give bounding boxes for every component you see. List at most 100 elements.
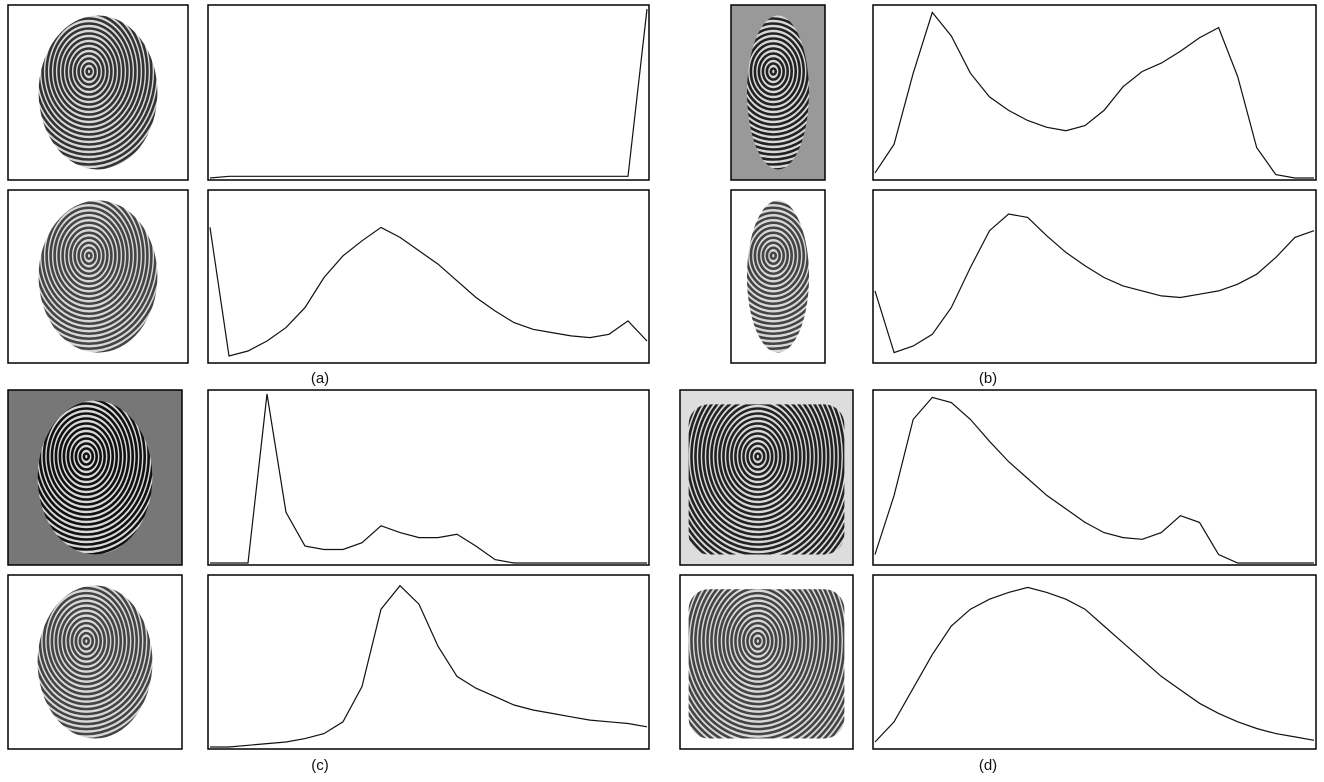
ridge [746,15,810,161]
histogram-frame [207,189,650,364]
ridge [746,206,810,306]
ridge [49,206,129,306]
ridge [734,611,782,671]
ridge [37,585,153,731]
ridge [85,67,93,76]
ridge [73,236,105,276]
panel-label: (d) [979,757,997,774]
ridge [726,601,790,681]
histogram-frame [207,4,650,181]
ridge [66,616,107,666]
ridge [698,404,818,531]
ridge [750,631,766,651]
ridge [690,589,826,726]
histogram-frame [872,4,1317,181]
ridge [688,404,842,555]
ridge [38,585,135,701]
ridge [726,417,790,496]
ridge [37,400,139,521]
ridge [81,246,97,266]
ridge [61,221,117,291]
ridge [765,246,781,266]
panel-label: (c) [311,757,329,774]
ridge [62,427,111,486]
ridge [41,200,137,316]
ridge [37,585,153,726]
ridge [74,626,99,656]
ridge [38,200,153,336]
ridge [82,452,91,461]
ridge [746,201,810,311]
ridge [74,442,99,471]
ridge [688,404,834,551]
ridge [77,241,101,271]
ridge [37,585,151,721]
ridge [38,200,141,321]
ridge [42,402,131,511]
ridge [757,52,789,91]
ridge [38,15,145,141]
ridge [710,589,806,701]
ridge [746,22,810,121]
fingerprint [688,589,845,739]
ridge [37,400,153,541]
ridge [753,47,793,96]
ridge [38,15,141,136]
ridge [698,589,818,716]
ridge [710,404,806,516]
histogram-frame [207,389,650,566]
ridge [706,589,810,706]
fingerprint [37,585,153,739]
ridge [45,201,133,311]
ridge [58,422,115,491]
ridge [749,42,797,101]
histogram-curve [874,586,1315,743]
ridge [57,32,121,111]
ridge [46,591,127,691]
ridge [37,585,153,736]
ridge [70,621,103,661]
ridge [688,404,830,546]
ridge [69,231,109,281]
ridge [688,589,845,739]
ridge [42,586,131,696]
ridge [765,62,781,81]
ridge [78,631,95,651]
histogram-curve [209,8,648,179]
histogram-frame [207,574,650,750]
ridge [746,15,810,146]
ridge [757,236,789,276]
ridge [761,241,785,271]
panel-label: (b) [979,370,997,387]
ridge [57,216,121,296]
ridge [37,585,139,706]
ridge [37,400,151,536]
histogram-curve [874,11,1314,179]
ridge [742,437,774,476]
ridge [746,15,810,131]
ridge [81,62,97,81]
ridge [37,400,153,551]
ridge [37,585,143,711]
ridge [746,17,810,126]
ridge [694,589,822,721]
histogram-curve [874,396,1314,564]
ridge [746,200,810,341]
ridge [722,412,794,501]
ridge [746,32,805,111]
ridge [754,452,762,461]
ridge [746,626,770,656]
ridge [754,636,762,646]
ridge [722,596,794,686]
ridge [38,15,149,146]
ridge [70,437,103,476]
ridge [746,216,805,296]
ridge [65,226,113,286]
ridge [38,200,158,351]
ridge [54,417,119,496]
ridge [58,606,115,676]
histogram-curve [210,584,648,748]
ridge [714,589,802,696]
ridge [690,404,826,541]
ridge [769,67,777,76]
